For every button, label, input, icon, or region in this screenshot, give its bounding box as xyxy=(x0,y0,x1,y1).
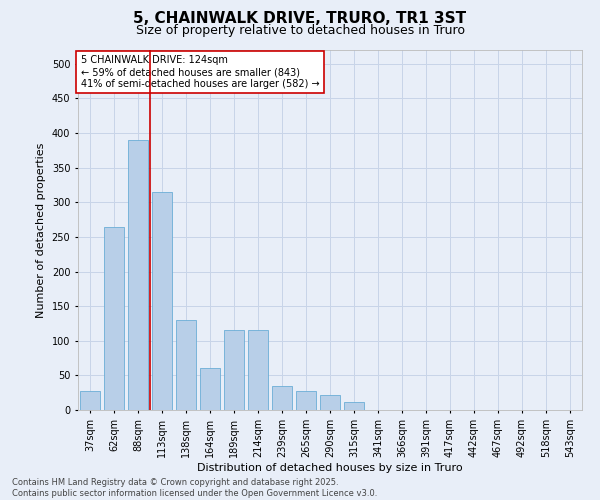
Bar xyxy=(344,402,364,410)
Bar xyxy=(248,330,268,410)
Text: Contains HM Land Registry data © Crown copyright and database right 2025.
Contai: Contains HM Land Registry data © Crown c… xyxy=(12,478,377,498)
Text: 5, CHAINWALK DRIVE, TRURO, TR1 3ST: 5, CHAINWALK DRIVE, TRURO, TR1 3ST xyxy=(133,11,467,26)
Text: Size of property relative to detached houses in Truro: Size of property relative to detached ho… xyxy=(136,24,464,37)
Bar xyxy=(224,330,244,410)
Bar xyxy=(128,140,148,410)
Bar xyxy=(80,390,100,410)
Bar xyxy=(152,192,172,410)
Bar xyxy=(104,226,124,410)
Text: 5 CHAINWALK DRIVE: 124sqm
← 59% of detached houses are smaller (843)
41% of semi: 5 CHAINWALK DRIVE: 124sqm ← 59% of detac… xyxy=(80,56,319,88)
Bar xyxy=(200,368,220,410)
Bar xyxy=(272,386,292,410)
Bar xyxy=(176,320,196,410)
Bar xyxy=(320,395,340,410)
Bar xyxy=(296,390,316,410)
X-axis label: Distribution of detached houses by size in Truro: Distribution of detached houses by size … xyxy=(197,462,463,472)
Y-axis label: Number of detached properties: Number of detached properties xyxy=(36,142,46,318)
